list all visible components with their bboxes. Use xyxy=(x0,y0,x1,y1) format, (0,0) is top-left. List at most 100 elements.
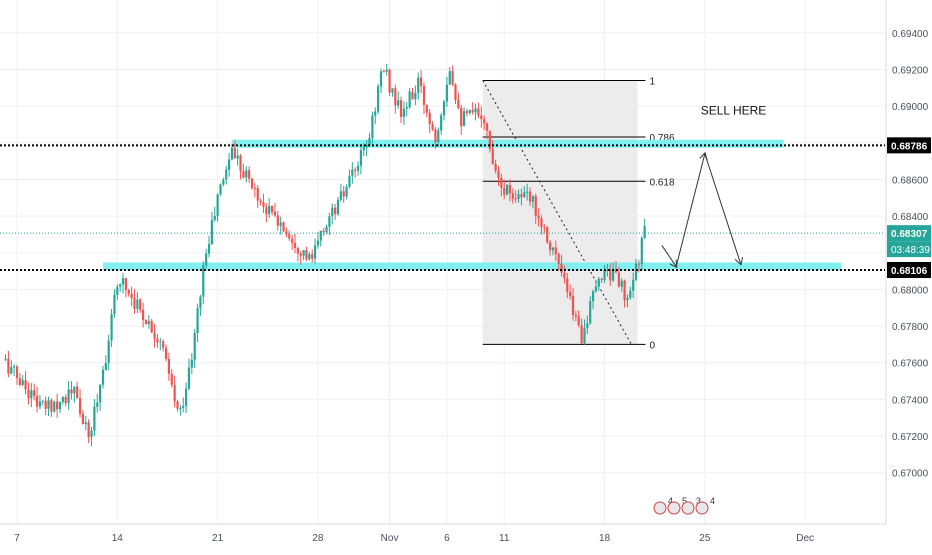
candle-body xyxy=(614,269,618,273)
price-tick-label: 0.69000 xyxy=(892,102,929,113)
time-tick-label: 6 xyxy=(444,533,450,544)
candle-body xyxy=(285,231,288,235)
candle-body xyxy=(497,170,500,178)
resistance-price-tag-bg xyxy=(887,137,931,154)
candle-body xyxy=(379,71,383,87)
candle-body xyxy=(422,86,426,105)
candle-body xyxy=(411,91,414,100)
candle-body xyxy=(96,402,99,407)
candle-body xyxy=(548,242,552,251)
candle-body xyxy=(130,293,133,298)
candle-body xyxy=(377,86,380,112)
candle-body xyxy=(21,380,24,386)
candle-body xyxy=(202,265,205,297)
candle-body xyxy=(322,230,325,233)
candle-body xyxy=(491,148,494,165)
candle-body xyxy=(382,71,385,73)
candle-body xyxy=(107,340,110,364)
candle-body xyxy=(514,198,517,200)
candle-body xyxy=(488,130,491,149)
candle-body xyxy=(623,280,626,301)
price-tick-label: 0.69400 xyxy=(892,29,929,40)
resistance-price-tag: 0.68786 xyxy=(891,141,928,152)
candle-body xyxy=(262,202,265,208)
candle-body xyxy=(437,130,440,143)
candle-body xyxy=(119,284,122,287)
candle-body xyxy=(13,366,16,368)
candle-body xyxy=(445,84,448,102)
candle-body xyxy=(230,148,234,160)
candle-body xyxy=(24,380,27,390)
candle-body xyxy=(569,291,572,297)
candle-body xyxy=(213,215,216,220)
price-tick-label: 0.67000 xyxy=(892,469,929,480)
candle-body xyxy=(162,341,165,348)
candle-body xyxy=(47,400,50,409)
price-tick-label: 0.67400 xyxy=(892,395,929,406)
candle-body xyxy=(250,178,254,188)
candle-body xyxy=(454,84,457,100)
candle-body xyxy=(557,253,560,264)
candle-body xyxy=(546,227,549,243)
candle-body xyxy=(270,205,274,212)
candle-body xyxy=(61,397,64,403)
candle-body xyxy=(104,363,107,370)
zones xyxy=(102,139,841,271)
fib-level-label: 0.786 xyxy=(649,133,674,144)
candle-body xyxy=(35,395,39,407)
candle-body xyxy=(99,384,102,403)
candle-body xyxy=(505,185,509,195)
candle-body xyxy=(90,430,93,438)
candle-body xyxy=(334,207,337,215)
candle-body xyxy=(7,358,10,374)
candle-body xyxy=(210,219,213,245)
candle-body xyxy=(136,299,139,309)
countdown-label: 03:48:39 xyxy=(891,245,930,256)
fib-level-label: 0 xyxy=(649,340,655,351)
projection-arrow xyxy=(704,153,741,264)
candle-body xyxy=(268,205,271,215)
candle-body xyxy=(325,226,328,233)
support-price-tag-bg xyxy=(887,261,931,278)
candle-body xyxy=(503,187,506,195)
candle-body xyxy=(356,165,360,171)
price-tick-label: 0.68400 xyxy=(892,212,929,223)
candle-body xyxy=(110,314,113,341)
candle-body xyxy=(462,111,466,127)
time-tick-label: Dec xyxy=(796,533,814,544)
candle-body xyxy=(50,400,53,412)
candle-body xyxy=(256,188,259,201)
candle-body xyxy=(164,347,168,359)
candle-body xyxy=(603,270,606,281)
candle-body xyxy=(528,191,532,202)
candle-body xyxy=(291,238,294,243)
candle-body xyxy=(38,401,42,407)
projection-arrow xyxy=(675,154,705,267)
candle-body xyxy=(15,366,19,379)
candle-body xyxy=(597,278,600,287)
candle-body xyxy=(182,405,185,408)
candle-body xyxy=(27,389,30,399)
candle-body xyxy=(4,358,7,360)
candle-body xyxy=(139,299,142,310)
candle-body xyxy=(245,170,248,178)
candle-body xyxy=(219,184,222,195)
candle-body xyxy=(342,191,345,197)
candle-body xyxy=(345,186,348,197)
candle-body xyxy=(87,422,90,438)
candle-body xyxy=(365,145,368,148)
candle-body xyxy=(78,398,82,414)
supply-zone xyxy=(231,139,784,148)
event-icon xyxy=(681,501,695,515)
candle-body xyxy=(425,104,428,113)
candle-body xyxy=(133,297,136,309)
fibonacci-retracement: 1 0.786 0.618 0 xyxy=(482,76,675,351)
candle-body xyxy=(302,250,305,256)
candle-body xyxy=(305,250,308,260)
candle-body xyxy=(477,108,480,116)
candle-body xyxy=(600,278,603,281)
price-tick-label: 0.67200 xyxy=(892,432,929,443)
candle-body xyxy=(308,254,311,260)
